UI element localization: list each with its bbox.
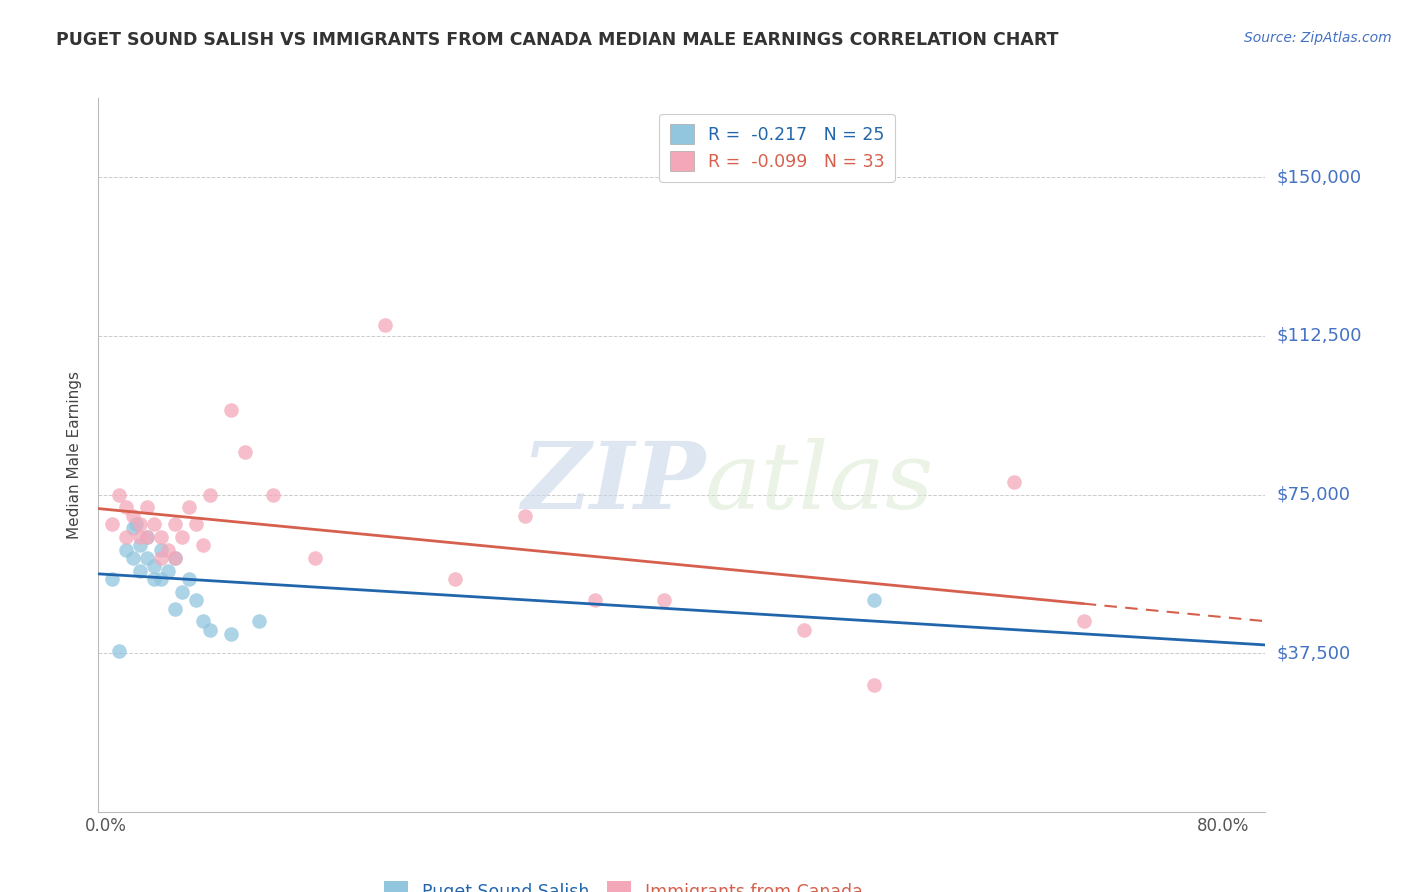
Text: $150,000: $150,000	[1277, 169, 1361, 186]
Point	[583, 593, 606, 607]
Point	[186, 593, 208, 607]
Point	[115, 530, 138, 544]
Point	[157, 542, 180, 557]
Point	[179, 500, 201, 515]
Point	[200, 623, 222, 637]
Text: $37,500: $37,500	[1277, 644, 1351, 662]
Point	[374, 318, 396, 333]
Point	[143, 517, 166, 532]
Point	[863, 593, 886, 607]
Point	[122, 551, 145, 566]
Text: $112,500: $112,500	[1277, 327, 1362, 345]
Point	[150, 542, 173, 557]
Point	[150, 530, 173, 544]
Point	[262, 487, 284, 501]
Point	[1073, 615, 1095, 629]
Text: ZIP: ZIP	[522, 439, 706, 528]
Point	[513, 508, 536, 523]
Point	[143, 572, 166, 586]
Point	[200, 487, 222, 501]
Point	[793, 623, 815, 637]
Point	[122, 508, 145, 523]
Point	[179, 572, 201, 586]
Point	[136, 500, 159, 515]
Point	[165, 517, 187, 532]
Y-axis label: Median Male Earnings: Median Male Earnings	[67, 371, 83, 539]
Point	[165, 551, 187, 566]
Point	[247, 615, 270, 629]
Point	[129, 564, 152, 578]
Point	[129, 517, 152, 532]
Point	[165, 551, 187, 566]
Point	[172, 584, 194, 599]
Point	[150, 572, 173, 586]
Point	[129, 530, 152, 544]
Point	[122, 521, 145, 535]
Point	[125, 517, 148, 532]
Legend: R =  -0.217   N = 25, R =  -0.099   N = 33: R = -0.217 N = 25, R = -0.099 N = 33	[659, 114, 896, 182]
Point	[304, 551, 326, 566]
Point	[136, 551, 159, 566]
Point	[863, 678, 886, 692]
Point	[193, 538, 215, 552]
Point	[150, 551, 173, 566]
Point	[143, 559, 166, 574]
Point	[165, 601, 187, 615]
Point	[101, 517, 124, 532]
Point	[115, 500, 138, 515]
Point	[108, 644, 131, 658]
Point	[136, 530, 159, 544]
Point	[219, 403, 242, 417]
Point	[172, 530, 194, 544]
Point	[101, 572, 124, 586]
Point	[233, 445, 256, 459]
Point	[654, 593, 676, 607]
Point	[115, 542, 138, 557]
Point	[108, 487, 131, 501]
Point	[129, 538, 152, 552]
Point	[136, 530, 159, 544]
Point	[219, 627, 242, 641]
Point	[157, 564, 180, 578]
Text: atlas: atlas	[706, 439, 935, 528]
Point	[1002, 475, 1025, 489]
Text: Source: ZipAtlas.com: Source: ZipAtlas.com	[1244, 31, 1392, 45]
Point	[193, 615, 215, 629]
Point	[443, 572, 465, 586]
Text: $75,000: $75,000	[1277, 485, 1351, 504]
Text: PUGET SOUND SALISH VS IMMIGRANTS FROM CANADA MEDIAN MALE EARNINGS CORRELATION CH: PUGET SOUND SALISH VS IMMIGRANTS FROM CA…	[56, 31, 1059, 49]
Point	[186, 517, 208, 532]
